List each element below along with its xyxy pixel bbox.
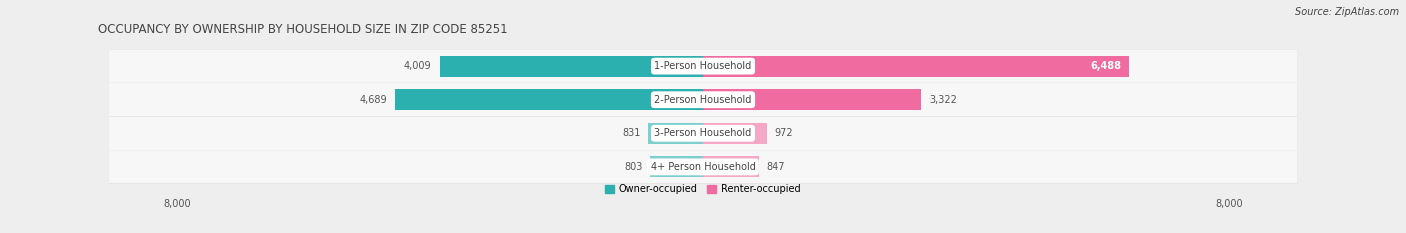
Text: 2-Person Household: 2-Person Household bbox=[654, 95, 752, 105]
Bar bbox=[703, 56, 1129, 76]
Text: 972: 972 bbox=[775, 128, 793, 138]
Bar bbox=[395, 89, 703, 110]
Legend: Owner-occupied, Renter-occupied: Owner-occupied, Renter-occupied bbox=[602, 180, 804, 198]
Text: 4,009: 4,009 bbox=[404, 61, 432, 71]
Text: 803: 803 bbox=[624, 162, 643, 172]
FancyBboxPatch shape bbox=[108, 83, 1298, 116]
FancyBboxPatch shape bbox=[108, 150, 1298, 184]
FancyBboxPatch shape bbox=[108, 116, 1298, 150]
Text: 4+ Person Household: 4+ Person Household bbox=[651, 162, 755, 172]
Text: 3-Person Household: 3-Person Household bbox=[654, 128, 752, 138]
FancyBboxPatch shape bbox=[108, 83, 1298, 117]
Bar bbox=[648, 123, 703, 144]
Bar bbox=[650, 157, 703, 177]
Text: 831: 831 bbox=[621, 128, 641, 138]
Text: OCCUPANCY BY OWNERSHIP BY HOUSEHOLD SIZE IN ZIP CODE 85251: OCCUPANCY BY OWNERSHIP BY HOUSEHOLD SIZE… bbox=[98, 23, 508, 36]
FancyBboxPatch shape bbox=[108, 49, 1298, 83]
Bar bbox=[703, 89, 921, 110]
Text: 6,488: 6,488 bbox=[1091, 61, 1122, 71]
Bar bbox=[703, 123, 766, 144]
Text: Source: ZipAtlas.com: Source: ZipAtlas.com bbox=[1295, 7, 1399, 17]
Bar bbox=[440, 56, 703, 76]
FancyBboxPatch shape bbox=[108, 49, 1298, 83]
FancyBboxPatch shape bbox=[108, 150, 1298, 184]
Bar bbox=[703, 157, 759, 177]
Text: 847: 847 bbox=[766, 162, 785, 172]
FancyBboxPatch shape bbox=[108, 116, 1298, 151]
Text: 4,689: 4,689 bbox=[360, 95, 387, 105]
Text: 1-Person Household: 1-Person Household bbox=[654, 61, 752, 71]
Text: 3,322: 3,322 bbox=[929, 95, 957, 105]
